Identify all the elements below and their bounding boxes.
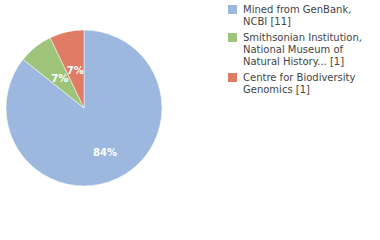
data-label: 84%: [93, 147, 117, 158]
legend-label: Mined from GenBank,NCBI [11]: [243, 4, 351, 27]
data-label: 7%: [67, 65, 84, 76]
data-label: 7%: [51, 73, 68, 84]
pie-slice: [6, 30, 162, 186]
chart: 84% 7%7% Mined from GenBank,NCBI [11] Smith…: [0, 0, 380, 240]
legend-swatch: [228, 33, 237, 42]
legend-label: Smithsonian Institution,National Museum …: [243, 32, 362, 67]
legend-swatch: [228, 5, 237, 14]
legend-label: Centre for BiodiversityGenomics [1]: [243, 72, 356, 95]
pie-slice: [50, 30, 84, 108]
legend-swatch: [228, 73, 237, 82]
legend: Mined from GenBank,NCBI [11] Smithsonian …: [228, 4, 362, 95]
pie: [6, 30, 162, 186]
